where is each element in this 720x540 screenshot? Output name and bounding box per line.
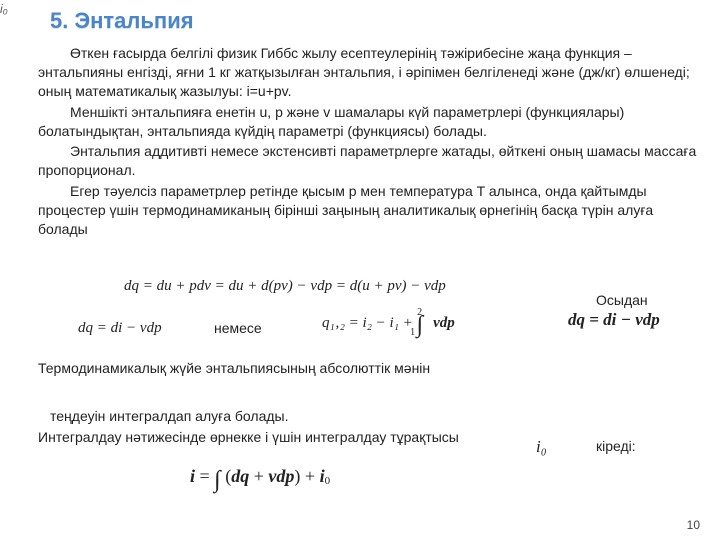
equation-highlight: dq = di − vdp: [568, 310, 660, 330]
page: i₀ 5. Энтальпия Өткен ғасырда белгілі фи…: [0, 0, 720, 540]
hanging-symbol: i₀: [0, 2, 8, 16]
equation-dq-di-text: dq = di − vdp: [78, 320, 162, 336]
equation-final: i = ∫ (dq + vdp) + i0: [190, 466, 330, 494]
body-text: Өткен ғасырда белгілі физик Гиббс жылу е…: [38, 44, 698, 241]
equation-q12-lhs: q₁‚₂ = i₂ − i₁ +: [322, 315, 417, 331]
equation-dq-di: dq = di − vdp: [78, 320, 162, 337]
label-tendeuin: теңдеуін интегралдап алуға болады.: [50, 408, 288, 424]
paragraph-3: Энтальпия аддитивті немесе экстенсивті п…: [38, 142, 698, 180]
symbol-i0: i₀: [536, 437, 547, 457]
label-nemese: немесе: [214, 320, 262, 336]
label-integtext: Интегралдау нәтижесінде өрнекке i үшін и…: [38, 428, 528, 446]
equation-highlight-text: dq = di − vdp: [568, 310, 660, 329]
paragraph-1: Өткен ғасырда белгілі физик Гиббс жылу е…: [38, 44, 698, 101]
page-title: 5. Энтальпия: [50, 8, 194, 34]
equation-q12: q₁‚₂ = i₂ − i₁ + ∫21vdp: [322, 312, 455, 339]
equation-long: dq = du + pdv = du + d(pv) − vdp = d(u +…: [124, 278, 446, 295]
label-kiredi: кіреді:: [596, 438, 636, 454]
paragraph-4: Егер тәуелсіз параметрлер ретінде қысым …: [38, 182, 698, 239]
equation-long-text: dq = du + pdv = du + d(pv) − vdp = d(u +…: [124, 278, 446, 294]
label-osydan: Осыдан: [596, 292, 648, 308]
paragraph-2: Меншікті энтальпияға енетін u, p және v …: [38, 103, 698, 141]
label-termo: Термодинамикалық жүйе энтальпиясының абс…: [38, 360, 698, 376]
page-number: 10: [687, 518, 700, 532]
